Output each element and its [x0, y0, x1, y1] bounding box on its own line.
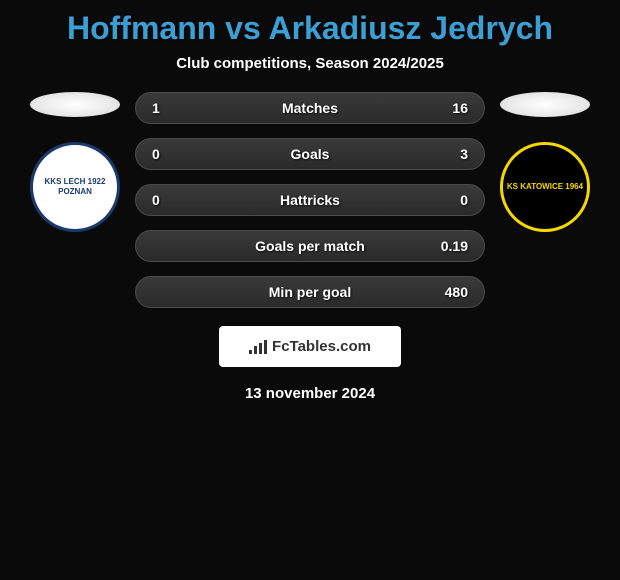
main-content: KKS LECH 1922 POZNAN 1 Matches 16 0 Goal…	[0, 92, 620, 308]
club-logo-right-text: KS KATOWICE 1964	[507, 182, 583, 192]
club-logo-left[interactable]: KKS LECH 1922 POZNAN	[30, 142, 120, 232]
team-right-column: KS KATOWICE 1964	[495, 92, 595, 232]
stat-right-value: 0.19	[438, 238, 468, 254]
stat-right-value: 480	[438, 284, 468, 300]
comparison-widget: Hoffmann vs Arkadiusz Jedrych Club compe…	[0, 0, 620, 412]
brand-text: FcTables.com	[272, 338, 371, 355]
club-logo-left-text: KKS LECH 1922 POZNAN	[33, 177, 117, 196]
stat-left-value: 0	[152, 192, 182, 208]
stat-row-goals-per-match: Goals per match 0.19	[135, 230, 485, 262]
page-title: Hoffmann vs Arkadiusz Jedrych	[67, 10, 553, 47]
chart-icon	[249, 340, 267, 354]
subtitle: Club competitions, Season 2024/2025	[176, 55, 444, 72]
stat-row-goals: 0 Goals 3	[135, 138, 485, 170]
date-text: 13 november 2024	[245, 385, 375, 402]
club-logo-right[interactable]: KS KATOWICE 1964	[500, 142, 590, 232]
stat-right-value: 0	[438, 192, 468, 208]
stat-row-min-per-goal: Min per goal 480	[135, 276, 485, 308]
stat-left-value: 0	[152, 146, 182, 162]
stat-right-value: 3	[438, 146, 468, 162]
stat-label: Goals per match	[255, 238, 365, 254]
stat-label: Goals	[291, 146, 330, 162]
stats-column: 1 Matches 16 0 Goals 3 0 Hattricks 0 Goa…	[135, 92, 485, 308]
stat-label: Matches	[282, 100, 338, 116]
stat-left-value: 1	[152, 100, 182, 116]
team-left-column: KKS LECH 1922 POZNAN	[25, 92, 125, 232]
stat-row-hattricks: 0 Hattricks 0	[135, 184, 485, 216]
player-silhouette-left	[30, 92, 120, 117]
stat-label: Min per goal	[269, 284, 351, 300]
stat-row-matches: 1 Matches 16	[135, 92, 485, 124]
stat-right-value: 16	[438, 100, 468, 116]
player-silhouette-right	[500, 92, 590, 117]
stat-label: Hattricks	[280, 192, 340, 208]
brand-badge[interactable]: FcTables.com	[219, 326, 401, 367]
